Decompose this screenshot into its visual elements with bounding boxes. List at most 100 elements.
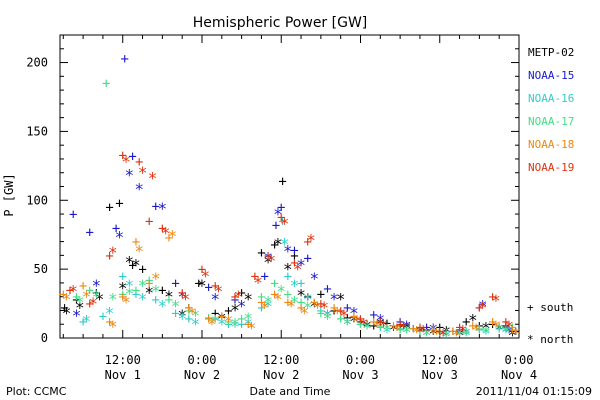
data-point-north: * <box>243 290 253 309</box>
data-point-south: + <box>224 303 232 319</box>
data-point-north: * <box>461 325 471 344</box>
marker-legend: + south * north <box>527 301 573 346</box>
data-point-north: * <box>92 287 102 306</box>
data-point-south: + <box>297 295 305 311</box>
data-point-south: + <box>475 301 483 317</box>
data-point-south: + <box>343 301 351 317</box>
data-point-north: * <box>339 306 349 325</box>
data-point-south: + <box>297 301 305 317</box>
data-point-north: * <box>375 310 385 329</box>
data-point-south: + <box>422 323 430 339</box>
data-point-south: + <box>488 290 496 306</box>
data-point-north: * <box>442 325 452 344</box>
data-point-south: + <box>211 279 219 295</box>
data-point-north: * <box>418 321 428 340</box>
data-point-north: * <box>402 323 412 342</box>
data-point-north: * <box>478 297 488 316</box>
x-tick-label-time: 0:00 <box>505 353 534 367</box>
data-point-north: * <box>481 319 491 338</box>
data-point-south: + <box>218 309 226 325</box>
data-point-south: + <box>59 287 67 303</box>
data-point-south: + <box>237 317 245 333</box>
data-point-north: * <box>382 320 392 339</box>
data-point-south: + <box>396 323 404 339</box>
data-point-north: * <box>375 314 385 333</box>
x-tick-label-time: 12:00 <box>105 353 141 367</box>
data-point-south: + <box>416 324 424 340</box>
data-point-south: + <box>270 237 278 253</box>
y-axis-label: P [GW] <box>2 173 16 216</box>
data-point-north: * <box>197 276 207 295</box>
data-point-north: * <box>108 290 118 309</box>
data-point-north: * <box>280 214 290 233</box>
data-point-south: + <box>105 248 113 264</box>
data-point-north: * <box>382 323 392 342</box>
data-point-north: * <box>92 276 102 295</box>
data-point-north: * <box>349 303 359 322</box>
data-point-north: * <box>62 290 72 309</box>
data-point-north: * <box>389 320 399 339</box>
data-point-north: * <box>134 180 144 199</box>
data-point-south: + <box>112 221 120 237</box>
data-point-south: + <box>502 320 510 336</box>
data-point-north: * <box>283 241 293 260</box>
data-point-north: * <box>501 321 511 340</box>
data-point-south: + <box>475 321 483 337</box>
data-point-south: + <box>336 312 344 328</box>
data-point-south: + <box>396 319 404 335</box>
data-point-north: * <box>379 316 389 335</box>
data-point-south: + <box>376 314 384 330</box>
data-point-north: * <box>309 297 319 316</box>
data-point-south: + <box>178 286 186 302</box>
data-point-south: + <box>185 303 193 319</box>
data-point-south: + <box>257 246 265 262</box>
x-tick-label-date: Nov 3 <box>342 368 378 382</box>
x-tick-label-date: Nov 3 <box>422 368 458 382</box>
data-point-north: * <box>273 235 283 254</box>
data-point-south: + <box>290 248 298 264</box>
data-point-north: * <box>224 312 234 331</box>
data-point-north: * <box>392 320 402 339</box>
data-point-south: + <box>132 287 140 303</box>
y-axis: 0 50 100 150 200 <box>26 34 519 345</box>
data-point-north: * <box>263 292 273 311</box>
data-point-north: * <box>88 294 98 313</box>
data-point-north: * <box>300 303 310 322</box>
data-point-north: * <box>303 290 313 309</box>
data-point-south: + <box>278 174 286 190</box>
data-point-south: + <box>508 320 516 336</box>
data-point-north: * <box>230 301 240 320</box>
data-point-south: + <box>508 323 516 339</box>
data-point-south: + <box>132 235 140 251</box>
x-axis-label: Date and Time <box>250 385 331 398</box>
data-point-south: + <box>69 207 77 223</box>
data-point-north: * <box>177 287 187 306</box>
data-point-north: * <box>276 281 286 300</box>
x-tick-label-date: Nov 2 <box>263 368 299 382</box>
data-point-south: + <box>389 319 397 335</box>
data-point-north: * <box>177 306 187 325</box>
data-point-south: + <box>475 301 483 317</box>
x-tick-label-date: Nov 2 <box>184 368 220 382</box>
data-point-south: + <box>185 312 193 328</box>
data-point-south: + <box>72 292 80 308</box>
data-point-north: * <box>214 281 224 300</box>
data-point-south: + <box>278 214 286 230</box>
data-point-north: * <box>131 255 141 274</box>
data-point-south: + <box>495 319 503 335</box>
legend-entry: METP-02 <box>528 46 574 59</box>
data-point-north: * <box>138 163 148 182</box>
data-point-north: * <box>422 325 432 344</box>
data-point-south: + <box>449 324 457 340</box>
data-point-north: * <box>158 199 168 218</box>
data-point-north: * <box>230 314 240 333</box>
data-point-south: + <box>72 290 80 306</box>
data-point-south: + <box>455 325 463 341</box>
data-point-south: + <box>502 319 510 335</box>
data-point-south: + <box>284 295 292 311</box>
data-point-south: + <box>145 214 153 230</box>
legend-entry: NOAA-18 <box>528 138 574 151</box>
data-point-south: + <box>336 312 344 328</box>
data-point-north: * <box>247 319 257 338</box>
